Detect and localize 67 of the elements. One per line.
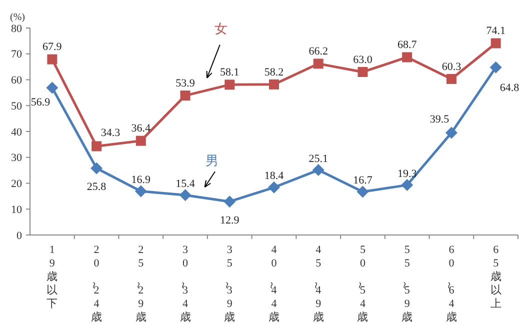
point	[445, 126, 458, 139]
y-tick-label: 30	[11, 152, 22, 164]
data-label: 58.1	[220, 66, 240, 79]
point	[490, 38, 501, 48]
data-label: 12.9	[220, 214, 240, 226]
point	[490, 61, 502, 74]
data-label: 19.3	[397, 168, 418, 180]
data-label: 66.2	[308, 46, 328, 58]
point	[402, 52, 412, 62]
point	[358, 66, 368, 77]
x-tick-label: 60～64歳	[442, 244, 457, 324]
data-label: 56.9	[30, 96, 51, 109]
data-label: 63.0	[353, 54, 373, 66]
point	[356, 186, 369, 198]
point	[136, 136, 146, 146]
x-tick-label: 40～44歳	[266, 244, 280, 324]
y-tick-label: 10	[11, 204, 22, 216]
point	[224, 196, 236, 208]
data-label: 58.2	[264, 66, 284, 78]
y-tick-label: 60	[11, 74, 22, 87]
data-label: 25.1	[308, 152, 328, 165]
x-tick-label: 19歳以下	[46, 244, 58, 310]
text: 女	[214, 21, 228, 36]
data-label: 25.8	[86, 181, 107, 194]
data-label: 60.3	[442, 60, 462, 73]
y-tick-label: 50	[11, 100, 22, 112]
x-tick-label: 65歳以上	[490, 244, 502, 310]
x-tick-label: 35～39歳	[221, 244, 236, 324]
y-tick-label: 40	[11, 126, 22, 138]
x-tick-label: 55～59歳	[398, 244, 413, 324]
y-tick-label: 20	[11, 178, 22, 190]
data-label: 16.7	[353, 174, 373, 187]
data-label: 67.9	[42, 41, 62, 54]
data-label: 74.1	[486, 25, 506, 38]
point	[268, 181, 280, 194]
data-label: 64.8	[500, 82, 520, 94]
point	[179, 189, 192, 202]
point	[90, 162, 103, 174]
point	[180, 90, 190, 101]
point	[224, 80, 235, 90]
point	[313, 58, 324, 69]
point	[134, 185, 147, 198]
x-tick-label: 20～24歳	[88, 244, 102, 324]
text: 男	[205, 153, 218, 168]
y-axis-title: (%)	[10, 12, 25, 23]
x-tick-label: 25～29歳	[132, 244, 146, 324]
point	[401, 179, 414, 192]
point	[46, 82, 58, 94]
x-tick-label: 45～49歳	[310, 244, 324, 324]
point	[92, 141, 102, 152]
x-tick-label: 30～34歳	[176, 244, 191, 324]
point	[269, 79, 279, 90]
data-label: 68.7	[397, 39, 418, 52]
data-label: 53.9	[176, 77, 196, 90]
point	[446, 74, 456, 84]
x-tick-label: 50～54歳	[354, 244, 368, 324]
data-label: 18.4	[264, 170, 284, 182]
data-label: 15.4	[176, 178, 196, 190]
data-label: 34.3	[100, 127, 121, 140]
point	[47, 54, 58, 64]
y-tick-label: 0	[16, 230, 22, 242]
data-label: 16.9	[131, 174, 152, 186]
data-label: 36.4	[131, 122, 152, 135]
point	[312, 164, 324, 176]
y-tick-label: 70	[11, 48, 22, 61]
data-label: 39.5	[430, 114, 450, 126]
y-tick-label: 80	[11, 22, 22, 35]
